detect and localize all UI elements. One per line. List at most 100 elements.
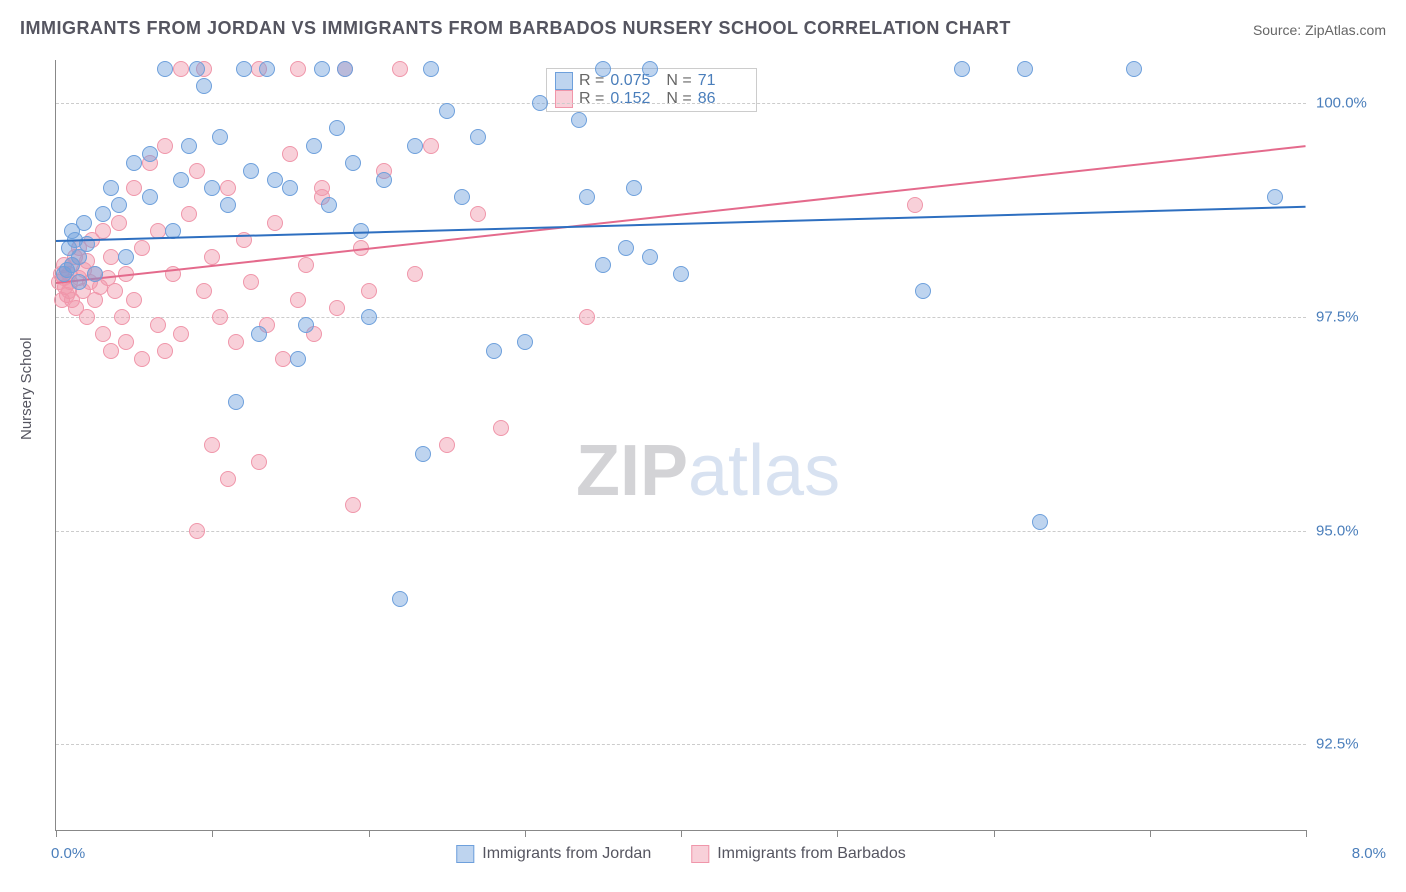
scatter-point-barbados <box>275 351 291 367</box>
scatter-point-barbados <box>290 61 306 77</box>
gridline <box>56 103 1306 104</box>
scatter-point-jordan <box>618 240 634 256</box>
scatter-point-barbados <box>907 197 923 213</box>
scatter-point-jordan <box>486 343 502 359</box>
scatter-point-jordan <box>220 197 236 213</box>
scatter-point-jordan <box>321 197 337 213</box>
jordan-series-label: Immigrants from Jordan <box>482 845 651 863</box>
scatter-point-barbados <box>114 309 130 325</box>
scatter-point-barbados <box>220 471 236 487</box>
scatter-point-barbados <box>228 334 244 350</box>
scatter-point-barbados <box>111 215 127 231</box>
scatter-point-jordan <box>470 129 486 145</box>
scatter-point-jordan <box>212 129 228 145</box>
x-tick <box>56 830 57 837</box>
scatter-point-jordan <box>415 446 431 462</box>
scatter-point-barbados <box>126 292 142 308</box>
scatter-point-jordan <box>517 334 533 350</box>
scatter-point-jordan <box>954 61 970 77</box>
scatter-point-barbados <box>361 283 377 299</box>
scatter-point-barbados <box>329 300 345 316</box>
scatter-point-jordan <box>189 61 205 77</box>
footer-swatch-jordan <box>456 845 474 863</box>
scatter-point-jordan <box>1017 61 1033 77</box>
scatter-point-barbados <box>345 497 361 513</box>
footer-item-jordan: Immigrants from Jordan <box>456 845 651 863</box>
scatter-point-jordan <box>282 180 298 196</box>
scatter-point-barbados <box>189 163 205 179</box>
scatter-point-jordan <box>579 189 595 205</box>
x-axis-max-label: 8.0% <box>1352 845 1386 862</box>
scatter-point-jordan <box>626 180 642 196</box>
x-tick <box>1150 830 1151 837</box>
x-tick <box>994 830 995 837</box>
x-tick <box>525 830 526 837</box>
barbados-series-label: Immigrants from Barbados <box>717 845 906 863</box>
scatter-point-barbados <box>220 180 236 196</box>
scatter-point-jordan <box>228 394 244 410</box>
watermark-part2: atlas <box>688 431 840 511</box>
y-tick-label: 100.0% <box>1316 94 1386 111</box>
footer-legend: Immigrants from Jordan Immigrants from B… <box>456 845 905 863</box>
scatter-point-barbados <box>212 309 228 325</box>
scatter-point-jordan <box>204 180 220 196</box>
scatter-point-barbados <box>189 523 205 539</box>
gridline <box>56 531 1306 532</box>
scatter-point-barbados <box>95 326 111 342</box>
scatter-point-barbados <box>173 61 189 77</box>
n-label: N = <box>666 72 691 90</box>
scatter-point-barbados <box>407 266 423 282</box>
scatter-point-barbados <box>470 206 486 222</box>
scatter-point-barbados <box>298 257 314 273</box>
n-label: N = <box>666 90 691 108</box>
scatter-point-barbados <box>290 292 306 308</box>
scatter-point-jordan <box>298 317 314 333</box>
watermark-part1: ZIP <box>576 431 688 511</box>
y-tick-label: 92.5% <box>1316 736 1386 753</box>
scatter-point-jordan <box>595 61 611 77</box>
scatter-point-jordan <box>103 180 119 196</box>
scatter-point-barbados <box>173 326 189 342</box>
scatter-point-barbados <box>150 317 166 333</box>
scatter-point-barbados <box>134 351 150 367</box>
scatter-point-jordan <box>642 61 658 77</box>
scatter-point-jordan <box>407 138 423 154</box>
scatter-point-jordan <box>423 61 439 77</box>
scatter-point-barbados <box>243 274 259 290</box>
x-tick <box>681 830 682 837</box>
scatter-point-jordan <box>236 61 252 77</box>
scatter-point-jordan <box>532 95 548 111</box>
scatter-point-jordan <box>87 266 103 282</box>
y-tick-label: 95.0% <box>1316 522 1386 539</box>
scatter-point-jordan <box>439 103 455 119</box>
x-tick <box>212 830 213 837</box>
y-axis-label: Nursery School <box>18 337 35 440</box>
scatter-point-barbados <box>196 283 212 299</box>
scatter-point-jordan <box>571 112 587 128</box>
scatter-point-jordan <box>329 120 345 136</box>
scatter-point-jordan <box>392 591 408 607</box>
scatter-point-jordan <box>142 189 158 205</box>
legend-swatch-barbados <box>555 90 573 108</box>
scatter-point-jordan <box>118 249 134 265</box>
scatter-point-barbados <box>157 138 173 154</box>
scatter-point-jordan <box>376 172 392 188</box>
scatter-point-jordan <box>454 189 470 205</box>
scatter-point-barbados <box>79 309 95 325</box>
scatter-point-jordan <box>95 206 111 222</box>
scatter-point-jordan <box>642 249 658 265</box>
scatter-point-jordan <box>181 138 197 154</box>
scatter-point-barbados <box>251 454 267 470</box>
trendline-jordan <box>56 205 1306 241</box>
scatter-plot-area: ZIPatlas R = 0.075 N = 71 R = 0.152 N = … <box>55 60 1306 831</box>
scatter-point-jordan <box>290 351 306 367</box>
scatter-point-barbados <box>423 138 439 154</box>
scatter-point-jordan <box>196 78 212 94</box>
scatter-point-barbados <box>204 249 220 265</box>
scatter-point-barbados <box>493 420 509 436</box>
scatter-point-barbados <box>126 180 142 196</box>
scatter-point-jordan <box>142 146 158 162</box>
scatter-point-jordan <box>173 172 189 188</box>
scatter-point-jordan <box>157 61 173 77</box>
scatter-point-jordan <box>673 266 689 282</box>
